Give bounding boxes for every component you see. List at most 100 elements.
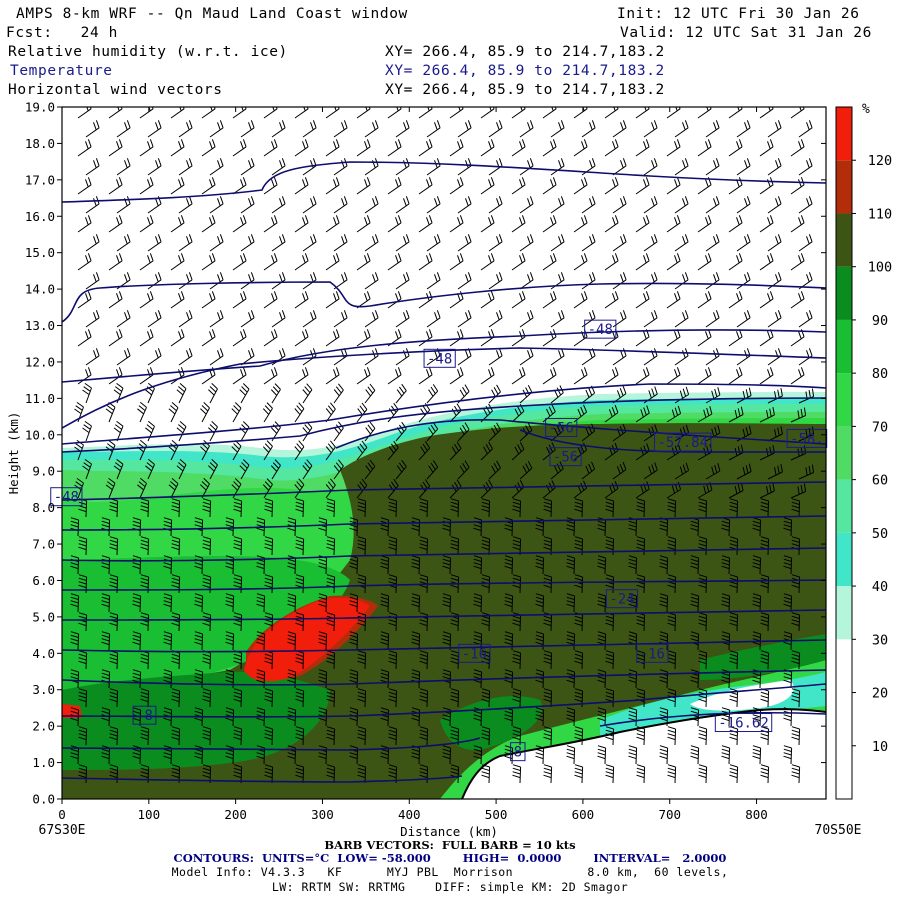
wind-barb bbox=[628, 745, 638, 765]
wind-barb bbox=[760, 536, 770, 556]
wind-barb bbox=[147, 158, 162, 176]
wind-barb bbox=[333, 120, 348, 138]
wind-barb bbox=[550, 272, 565, 290]
wind-barb bbox=[82, 382, 92, 404]
wind-barb bbox=[721, 555, 731, 575]
wind-barb bbox=[147, 234, 162, 252]
wind-barb bbox=[295, 536, 305, 556]
wind-barb bbox=[202, 726, 212, 746]
wind-barb bbox=[573, 291, 588, 309]
wind-barb bbox=[225, 669, 235, 689]
temperature-label-text: 8 bbox=[514, 745, 522, 761]
wind-barb bbox=[364, 310, 379, 328]
wind-barb bbox=[597, 745, 607, 765]
temperature-label-box bbox=[510, 742, 526, 762]
wind-barb bbox=[481, 498, 491, 518]
wind-barb bbox=[721, 593, 731, 613]
wind-barb bbox=[791, 726, 801, 746]
colorbar-swatch bbox=[836, 107, 852, 161]
wind-barb bbox=[116, 310, 131, 328]
wind-barb bbox=[666, 481, 682, 499]
wind-barb bbox=[395, 272, 410, 290]
y-tick-label: 13.0 bbox=[25, 318, 55, 333]
temperature-label: -56 bbox=[545, 418, 578, 438]
wind-barb bbox=[163, 631, 173, 651]
wind-barb bbox=[295, 574, 305, 594]
wind-barb bbox=[208, 459, 218, 480]
wind-barb bbox=[168, 478, 179, 499]
wind-barb bbox=[231, 402, 242, 423]
wind-barb bbox=[70, 707, 80, 727]
x-axis-label: Distance (km) bbox=[400, 824, 498, 839]
wind-barb bbox=[791, 650, 801, 670]
wind-barb bbox=[698, 498, 708, 518]
wind-barb bbox=[419, 726, 429, 746]
wind-barb bbox=[728, 253, 743, 271]
wind-barb bbox=[132, 707, 142, 727]
wind-barb bbox=[418, 177, 433, 195]
wind-barb bbox=[698, 764, 708, 784]
wind-barb bbox=[667, 612, 677, 632]
wind-barb bbox=[233, 536, 243, 556]
wind-barb bbox=[798, 310, 813, 328]
wind-barb bbox=[78, 764, 88, 784]
wind-barb bbox=[535, 593, 545, 613]
wind-barb bbox=[287, 669, 297, 689]
wind-barb bbox=[364, 383, 376, 404]
wind-barb bbox=[597, 669, 607, 689]
wind-barb bbox=[326, 536, 336, 556]
wind-barb bbox=[667, 536, 677, 556]
wind-barb bbox=[326, 726, 336, 746]
wind-barb bbox=[612, 120, 627, 138]
wind-barb bbox=[140, 498, 150, 518]
wind-barb bbox=[511, 367, 526, 385]
wind-barb bbox=[573, 442, 588, 461]
temperature-label-text: -48 bbox=[54, 490, 79, 506]
wind-barb bbox=[239, 421, 250, 442]
wind-barb bbox=[85, 120, 100, 138]
wind-barb bbox=[302, 234, 317, 252]
wind-barb bbox=[790, 445, 807, 461]
wind-barb bbox=[666, 253, 681, 271]
wind-barb bbox=[380, 631, 390, 651]
wind-barb bbox=[349, 517, 359, 537]
wind-barb bbox=[176, 383, 187, 404]
wind-barb bbox=[239, 459, 250, 480]
y-tick-label: 16.0 bbox=[25, 209, 55, 224]
wind-barb bbox=[519, 196, 534, 214]
wind-barb bbox=[767, 234, 782, 252]
wind-barb bbox=[202, 612, 212, 632]
temperature-contour-line bbox=[62, 699, 641, 718]
wind-barb bbox=[201, 253, 216, 271]
temperature-label-box bbox=[423, 348, 456, 368]
wind-barb bbox=[488, 196, 503, 214]
colorbar-swatch bbox=[836, 532, 852, 587]
wind-barb bbox=[759, 445, 775, 461]
wind-barb bbox=[333, 459, 344, 480]
wind-barb bbox=[202, 764, 212, 784]
wind-barb bbox=[728, 139, 743, 157]
wind-barb bbox=[77, 253, 92, 271]
wind-barb bbox=[264, 612, 274, 632]
forecast-hour: Fcst: 24 h bbox=[6, 25, 118, 41]
wind-barb bbox=[333, 310, 348, 328]
wind-barb bbox=[113, 459, 124, 480]
wind-barb bbox=[326, 498, 336, 518]
init-time: Init: 12 UTC Fri 30 Jan 26 bbox=[617, 6, 860, 22]
wind-barb bbox=[388, 764, 398, 784]
temperature-label-text: -56 bbox=[549, 421, 574, 437]
wind-barb bbox=[573, 404, 588, 423]
wind-barb bbox=[318, 669, 328, 689]
wind-barb bbox=[194, 745, 204, 765]
colorbar-tick-label: 110 bbox=[868, 206, 892, 222]
wind-barb bbox=[349, 555, 359, 575]
wind-barb bbox=[488, 422, 501, 442]
wind-barb bbox=[101, 593, 111, 613]
wind-barb bbox=[364, 234, 379, 252]
wind-barb bbox=[535, 517, 545, 537]
wind-barb bbox=[705, 196, 720, 214]
temperature-label-box bbox=[584, 319, 617, 339]
colorbar-swatch bbox=[836, 213, 852, 267]
wind-barb bbox=[705, 120, 720, 138]
plot-frame bbox=[61, 106, 827, 800]
